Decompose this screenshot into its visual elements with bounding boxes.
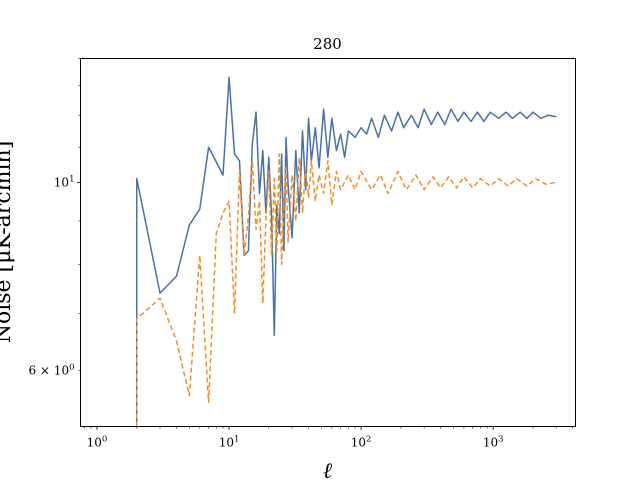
y-axis-label: Noise [μK-arcmin]: [0, 141, 16, 344]
series-line-2: [136, 153, 557, 427]
series-line-1: [136, 76, 557, 427]
x-tick-label: 103: [483, 435, 504, 450]
x-tick-label: 102: [351, 435, 372, 450]
chart-title: 280: [313, 35, 342, 53]
x-tick-label: 101: [219, 435, 240, 450]
x-axis-label: ℓ: [323, 459, 333, 480]
series-layer: [136, 76, 557, 427]
x-tick-label: 100: [87, 435, 108, 450]
plot-frame: [80, 58, 576, 427]
y-tick-label: 6 × 100: [28, 362, 74, 377]
y-tick-label: 101: [54, 174, 75, 189]
tick-layer: 100 101 102 103 101 6 × 100: [28, 58, 574, 450]
